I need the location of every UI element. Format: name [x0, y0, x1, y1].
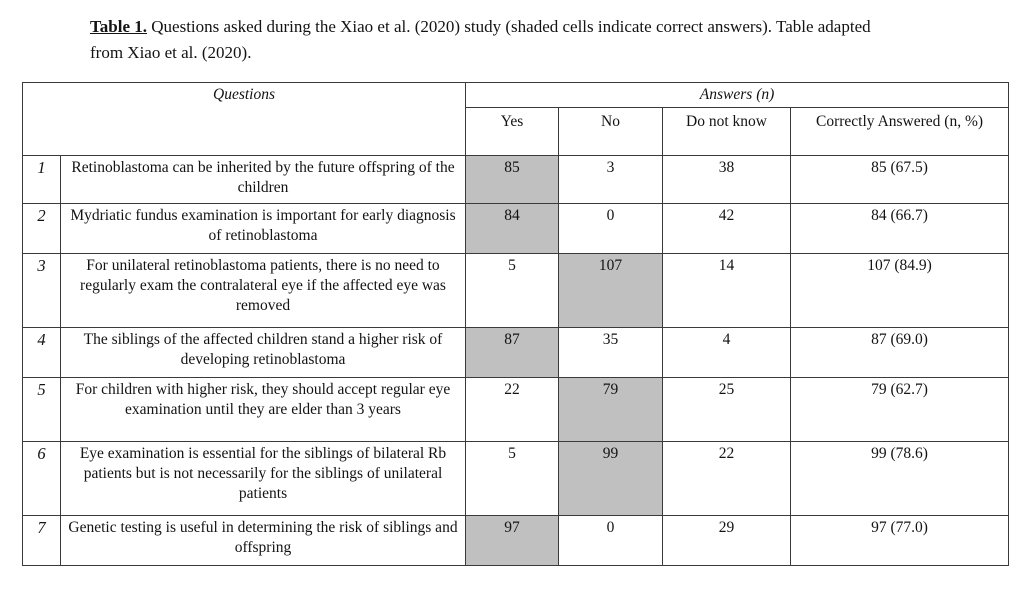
table-row: 6 Eye examination is essential for the s… [22, 441, 1010, 516]
question-number: 2 [22, 203, 61, 254]
header-questions: Questions [22, 82, 466, 156]
answer-do-not-know-cell: 4 [662, 327, 791, 378]
correctly-answered-cell: 99 (78.6) [789, 441, 1010, 516]
correctly-answered-cell: 79 (62.7) [789, 377, 1010, 442]
answer-yes-cell: 5 [465, 441, 559, 516]
header-answers: Answers (n) [464, 82, 1010, 108]
question-text: Genetic testing is useful in determining… [60, 515, 466, 566]
answer-no-cell: 0 [558, 203, 663, 254]
answer-yes-cell: 5 [465, 253, 559, 328]
correctly-answered-cell: 87 (69.0) [789, 327, 1010, 378]
document-page: Table 1. Questions asked during the Xiao… [0, 14, 1023, 605]
table-row: 4 The siblings of the affected children … [22, 327, 1010, 378]
header-col-do-not-know: Do not know [662, 107, 791, 156]
question-number: 1 [22, 155, 61, 204]
answer-no-cell: 99 [558, 441, 663, 516]
answer-yes-cell: 84 [465, 203, 559, 254]
answer-yes-cell: 97 [465, 515, 559, 566]
header-row-sections: Questions Answers (n) [22, 82, 1010, 156]
question-number: 5 [22, 377, 61, 442]
question-text: Eye examination is essential for the sib… [60, 441, 466, 516]
correctly-answered-cell: 85 (67.5) [789, 155, 1010, 204]
table-caption-text: Questions asked during the Xiao et al. (… [90, 17, 871, 62]
question-number: 6 [22, 441, 61, 516]
answer-no-cell: 35 [558, 327, 663, 378]
question-number: 4 [22, 327, 61, 378]
questions-table: Questions Answers (n) Yes No Do not know… [22, 82, 1010, 566]
correctly-answered-cell: 97 (77.0) [789, 515, 1010, 566]
question-text: For children with higher risk, they shou… [60, 377, 466, 442]
question-text: The siblings of the affected children st… [60, 327, 466, 378]
question-number: 7 [22, 515, 61, 566]
answer-no-cell: 0 [558, 515, 663, 566]
answer-no-cell: 107 [558, 253, 663, 328]
question-number: 3 [22, 253, 61, 328]
answer-do-not-know-cell: 22 [662, 441, 791, 516]
answer-do-not-know-cell: 29 [662, 515, 791, 566]
table-row: 3 For unilateral retinoblastoma patients… [22, 253, 1010, 328]
table-caption: Table 1. Questions asked during the Xiao… [90, 14, 896, 66]
table-row: 5 For children with higher risk, they sh… [22, 377, 1010, 442]
table-row: 7 Genetic testing is useful in determini… [22, 515, 1010, 566]
answer-yes-cell: 85 [465, 155, 559, 204]
header-row-answer-options: Yes No Do not know Correctly Answered (n… [23, 107, 1010, 156]
question-text: For unilateral retinoblastoma patients, … [60, 253, 466, 328]
correctly-answered-cell: 84 (66.7) [789, 203, 1010, 254]
answer-yes-cell: 87 [465, 327, 559, 378]
answer-no-cell: 79 [558, 377, 663, 442]
answer-no-cell: 3 [558, 155, 663, 204]
header-col-correctly-answered: Correctly Answered (n, %) [789, 107, 1010, 156]
answer-do-not-know-cell: 25 [662, 377, 791, 442]
table-row: 2 Mydriatic fundus examination is import… [22, 203, 1010, 254]
question-text: Retinoblastoma can be inherited by the f… [60, 155, 466, 204]
table-row: 1 Retinoblastoma can be inherited by the… [22, 155, 1010, 204]
table-caption-label: Table 1. [90, 17, 148, 36]
header-col-no: No [558, 107, 663, 156]
question-text: Mydriatic fundus examination is importan… [60, 203, 466, 254]
correctly-answered-cell: 107 (84.9) [789, 253, 1010, 328]
answer-yes-cell: 22 [465, 377, 559, 442]
header-col-yes: Yes [465, 107, 559, 156]
answer-do-not-know-cell: 42 [662, 203, 791, 254]
answer-do-not-know-cell: 38 [662, 155, 791, 204]
answer-do-not-know-cell: 14 [662, 253, 791, 328]
